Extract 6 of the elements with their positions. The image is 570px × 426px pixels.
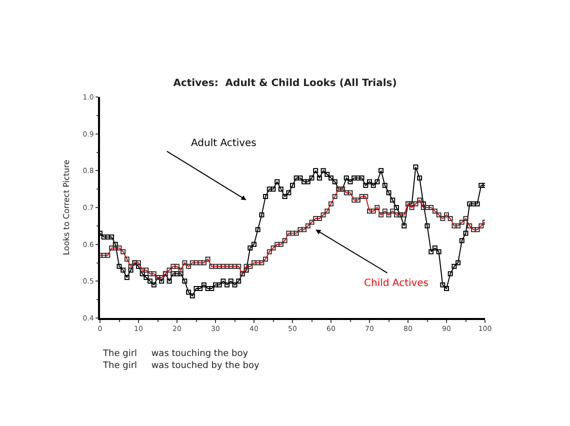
text: Child Actives	[364, 278, 429, 289]
text: Adult Actives	[191, 138, 256, 149]
y-axis-title: Looks to Correct Picture	[62, 160, 71, 256]
text: The girl was touching the boy	[102, 349, 249, 359]
chart-title: Actives: Adult & Child Looks (All Trials)	[173, 78, 397, 89]
text: The girl was touched by the boy	[102, 361, 260, 371]
